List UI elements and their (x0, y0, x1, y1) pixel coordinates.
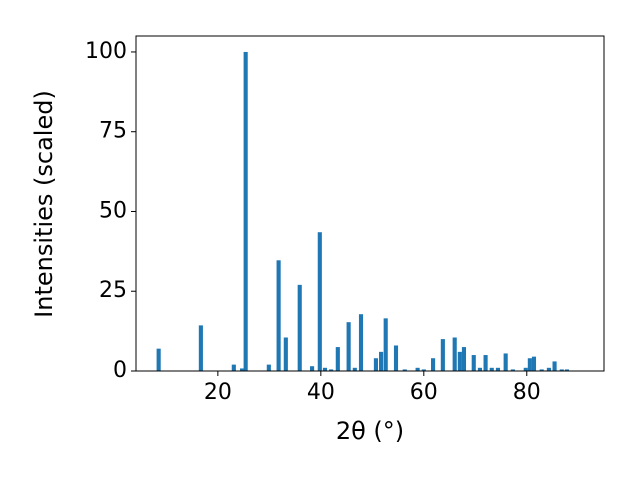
bar (346, 322, 351, 371)
bar (240, 368, 245, 371)
bar (276, 260, 281, 371)
bar (564, 369, 569, 371)
bar (483, 355, 488, 371)
x-tick-label: 40 (307, 380, 335, 405)
bar (431, 358, 436, 371)
x-tick-label: 60 (410, 380, 438, 405)
x-tick-label: 20 (204, 380, 232, 405)
bar (539, 369, 544, 371)
bar (527, 358, 532, 371)
bar (266, 364, 271, 371)
bar (510, 369, 515, 371)
bar (231, 364, 236, 371)
bar (421, 369, 426, 371)
bar (559, 369, 564, 371)
bar (440, 339, 445, 371)
bar (415, 367, 420, 371)
y-tick-label: 100 (85, 39, 127, 64)
bar (531, 356, 537, 371)
bar (352, 367, 357, 371)
y-tick-label: 75 (99, 119, 127, 144)
bar (358, 314, 364, 371)
bar (457, 351, 462, 371)
bar (297, 284, 302, 371)
y-tick-label: 50 (99, 198, 127, 223)
bar (461, 347, 467, 371)
bar (452, 337, 457, 371)
bar (243, 51, 248, 371)
y-tick-label: 0 (113, 358, 127, 383)
bar (471, 355, 476, 371)
bar (156, 348, 161, 371)
bar (523, 367, 528, 371)
x-axis-label: 2θ (°) (336, 417, 404, 445)
bar (317, 232, 322, 371)
bar (495, 367, 500, 371)
bar (393, 345, 399, 371)
bar (546, 367, 551, 371)
x-tick-label: 80 (513, 380, 541, 405)
bar (489, 367, 494, 371)
bar (335, 347, 340, 371)
bar (503, 353, 508, 371)
plot-frame (135, 35, 605, 372)
bar (322, 367, 328, 371)
bar (477, 367, 482, 371)
y-axis-label: Intensities (scaled) (30, 90, 58, 318)
bar (373, 358, 378, 371)
bar (283, 337, 288, 371)
bar (198, 325, 203, 371)
bar (329, 369, 334, 371)
bar (379, 351, 384, 371)
y-tick-label: 25 (99, 278, 127, 303)
bar (310, 366, 315, 371)
bar (402, 369, 407, 371)
bar (383, 318, 388, 371)
bar (552, 361, 557, 371)
